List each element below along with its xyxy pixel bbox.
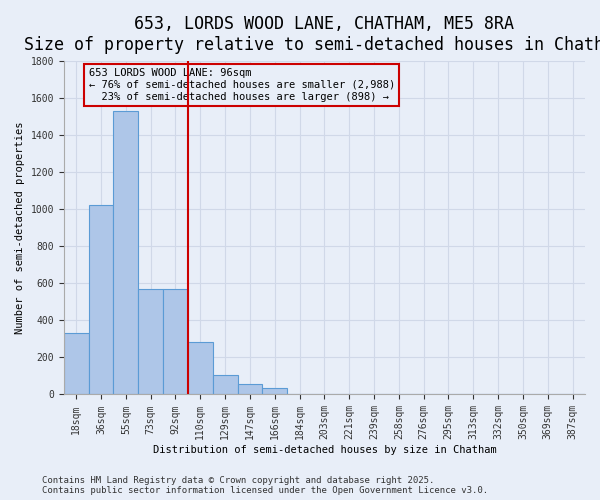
Bar	[89, 206, 113, 394]
X-axis label: Distribution of semi-detached houses by size in Chatham: Distribution of semi-detached houses by …	[152, 445, 496, 455]
Text: Contains HM Land Registry data © Crown copyright and database right 2025.
Contai: Contains HM Land Registry data © Crown c…	[42, 476, 488, 495]
Bar	[188, 342, 212, 394]
Bar	[64, 334, 89, 394]
Bar	[163, 289, 188, 395]
Text: 653 LORDS WOOD LANE: 96sqm
← 76% of semi-detached houses are smaller (2,988)
  2: 653 LORDS WOOD LANE: 96sqm ← 76% of semi…	[89, 68, 395, 102]
Bar	[138, 289, 163, 395]
Bar	[113, 111, 138, 395]
Title: 653, LORDS WOOD LANE, CHATHAM, ME5 8RA
Size of property relative to semi-detache: 653, LORDS WOOD LANE, CHATHAM, ME5 8RA S…	[25, 15, 600, 54]
Bar	[212, 375, 238, 394]
Y-axis label: Number of semi-detached properties: Number of semi-detached properties	[15, 122, 25, 334]
Bar	[262, 388, 287, 394]
Bar	[238, 384, 262, 394]
